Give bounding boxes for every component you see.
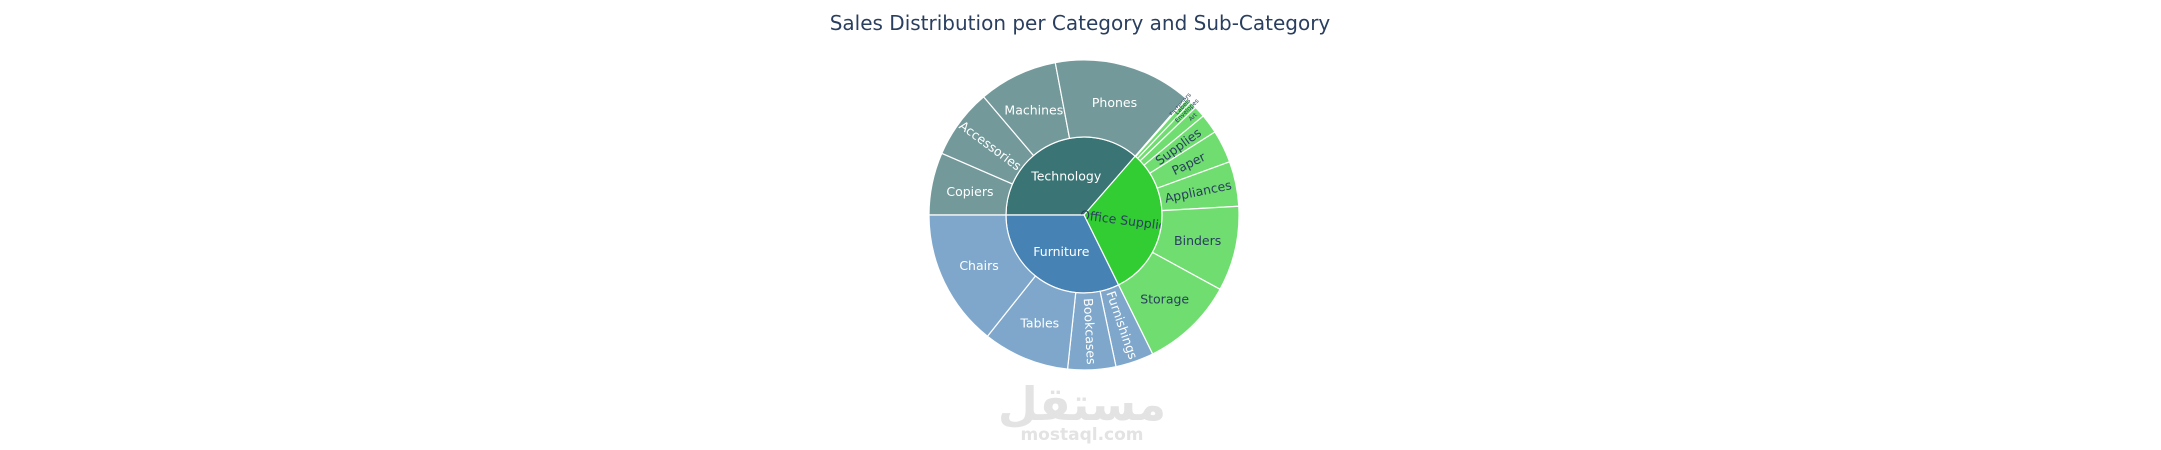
watermark: مستقل mostaql.com	[998, 377, 1166, 445]
subcategory-label-binders: Binders	[1174, 233, 1221, 248]
watermark-latin: mostaql.com	[1020, 425, 1143, 445]
category-label-furniture: Furniture	[1033, 244, 1089, 259]
chart-title: Sales Distribution per Category and Sub-…	[830, 11, 1331, 35]
subcategory-label-machines: Machines	[1004, 102, 1063, 117]
category-label-technology: Technology	[1030, 168, 1102, 183]
subcategory-label-bookcases: Bookcases	[1081, 298, 1099, 365]
subcategory-label-copiers: Copiers	[946, 184, 993, 199]
subcategory-label-chairs: Chairs	[959, 258, 998, 273]
subcategory-chairs[interactable]	[928, 214, 1037, 338]
watermark-arabic: مستقل	[998, 377, 1166, 431]
subcategory-label-storage: Storage	[1140, 292, 1189, 307]
subcategory-label-art: Art	[1188, 111, 1200, 123]
subcategory-label-phones: Phones	[1092, 95, 1137, 110]
subcategory-label-tables: Tables	[1019, 315, 1059, 330]
